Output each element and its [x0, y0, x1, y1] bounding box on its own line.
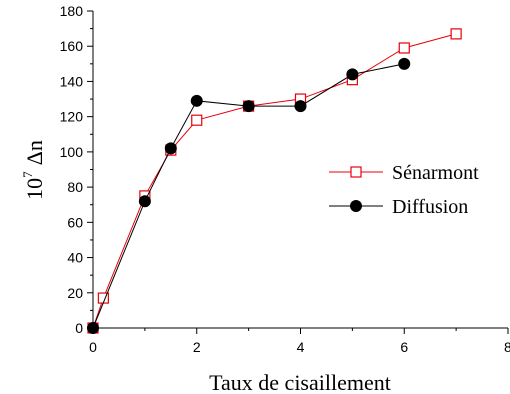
y-axis-title: 107 Δn	[20, 140, 47, 200]
data-point	[398, 42, 410, 54]
legend-item-senarmont: Sénarmont	[329, 162, 479, 184]
y-tick-label: 140	[60, 73, 84, 89]
data-point	[346, 68, 359, 81]
y-tick-label: 180	[60, 3, 84, 19]
y-tick-label: 20	[67, 285, 83, 301]
y-tick-label: 0	[75, 320, 83, 336]
data-point	[87, 322, 99, 334]
legend: Sénarmont Diffusion	[329, 162, 479, 218]
series-diffusion	[87, 57, 411, 334]
x-axis-title: Taux de cisaillement	[209, 370, 391, 394]
series-line	[92, 63, 405, 329]
legend-label-senarmont: Sénarmont	[392, 162, 479, 184]
data-point	[450, 28, 462, 40]
y-tick-label: 40	[67, 250, 83, 266]
data-point	[242, 100, 255, 113]
y-tick-label: 120	[60, 109, 84, 125]
y-tick-label: 100	[60, 144, 84, 160]
data-point	[138, 195, 151, 208]
y-axis-title-symbol: Δn	[22, 140, 47, 165]
data-point	[164, 142, 177, 155]
x-tick-label: 0	[89, 339, 97, 355]
series-layer	[87, 28, 462, 334]
axis-ticks: 0 20 40 60 80 100 120 140 160 180 0 2 4 6 8	[60, 3, 510, 355]
data-point	[191, 114, 203, 126]
legend-marker-filled-circle	[350, 200, 362, 212]
legend-label-diffusion: Diffusion	[392, 196, 468, 218]
legend-item-diffusion: Diffusion	[329, 196, 468, 218]
series-line	[92, 33, 457, 329]
data-point	[294, 100, 307, 113]
y-axis-title-prefix: 10	[22, 178, 47, 200]
x-tick-label: 2	[193, 339, 201, 355]
y-tick-label: 60	[67, 214, 83, 230]
data-point	[190, 94, 203, 107]
y-tick-label: 80	[67, 179, 83, 195]
svg-text:107Δn: 107 Δn	[20, 140, 47, 200]
legend-marker-open-square	[350, 166, 362, 178]
y-axis-title-exponent: 7	[20, 171, 35, 178]
x-tick-label: 4	[297, 339, 305, 355]
data-point	[398, 57, 411, 70]
y-tick-label: 160	[60, 38, 84, 54]
x-tick-label: 6	[400, 339, 408, 355]
x-tick-label: 8	[504, 339, 510, 355]
